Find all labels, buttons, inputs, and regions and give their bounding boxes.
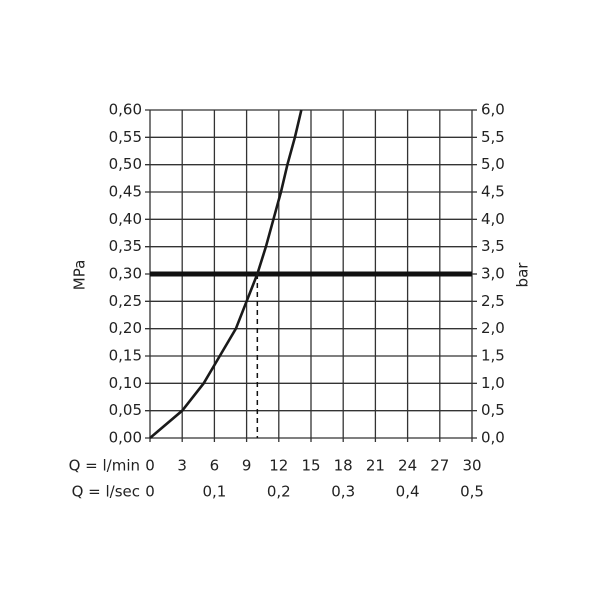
y2-tick-label: 6,0 bbox=[481, 101, 505, 119]
x-tick-label: 24 bbox=[398, 457, 417, 475]
x-tick-label: 3 bbox=[177, 457, 187, 475]
y2-tick-label: 0,0 bbox=[481, 429, 505, 447]
x-tick-label: 0 bbox=[145, 457, 155, 475]
x-tick-label: 6 bbox=[210, 457, 220, 475]
x2-tick-label: 0,3 bbox=[331, 483, 355, 501]
y-tick-label: 0,60 bbox=[109, 101, 142, 119]
y2-tick-label: 3,5 bbox=[481, 237, 505, 255]
y-tick-label: 0,00 bbox=[109, 429, 142, 447]
y-tick-label: 0,50 bbox=[109, 155, 142, 173]
y-tick-label: 0,25 bbox=[109, 292, 142, 310]
y2-tick-label: 5,5 bbox=[481, 128, 505, 146]
y2-tick-label: 2,5 bbox=[481, 292, 505, 310]
y2-tick-label: 4,5 bbox=[481, 183, 505, 201]
x-tick-label: 21 bbox=[366, 457, 385, 475]
y2-axis-label: bar bbox=[514, 262, 532, 288]
y2-tick-label: 2,0 bbox=[481, 319, 505, 337]
y-tick-label: 0,05 bbox=[109, 401, 142, 419]
x2-tick-label: 0,5 bbox=[460, 483, 484, 501]
x2-axis-label: Q = l/sec bbox=[72, 483, 140, 501]
x-tick-label: 15 bbox=[301, 457, 320, 475]
x-tick-label: 9 bbox=[242, 457, 252, 475]
y2-tick-label: 3,0 bbox=[481, 265, 505, 283]
y2-tick-label: 1,5 bbox=[481, 347, 505, 365]
x-axis-label: Q = l/min bbox=[69, 457, 140, 475]
y-tick-label: 0,20 bbox=[109, 319, 142, 337]
y-tick-label: 0,35 bbox=[109, 237, 142, 255]
y2-tick-label: 5,0 bbox=[481, 155, 505, 173]
y-tick-label: 0,15 bbox=[109, 347, 142, 365]
x-tick-label: 30 bbox=[462, 457, 481, 475]
x-tick-label: 18 bbox=[334, 457, 353, 475]
y-tick-label: 0,30 bbox=[109, 265, 142, 283]
x-tick-label: 12 bbox=[269, 457, 288, 475]
y-tick-label: 0,55 bbox=[109, 128, 142, 146]
x2-tick-label: 0,4 bbox=[396, 483, 420, 501]
x-tick-label: 27 bbox=[430, 457, 449, 475]
y2-tick-label: 4,0 bbox=[481, 210, 505, 228]
flow-curve bbox=[149, 109, 303, 439]
y2-tick-label: 1,0 bbox=[481, 374, 505, 392]
y-axis-label: MPa bbox=[71, 260, 89, 291]
y-tick-label: 0,45 bbox=[109, 183, 142, 201]
y-tick-label: 0,40 bbox=[109, 210, 142, 228]
y2-tick-label: 0,5 bbox=[481, 401, 505, 419]
x2-tick-label: 0,1 bbox=[202, 483, 226, 501]
x2-tick-label: 0 bbox=[145, 483, 155, 501]
x2-tick-label: 0,2 bbox=[267, 483, 291, 501]
y-tick-label: 0,10 bbox=[109, 374, 142, 392]
